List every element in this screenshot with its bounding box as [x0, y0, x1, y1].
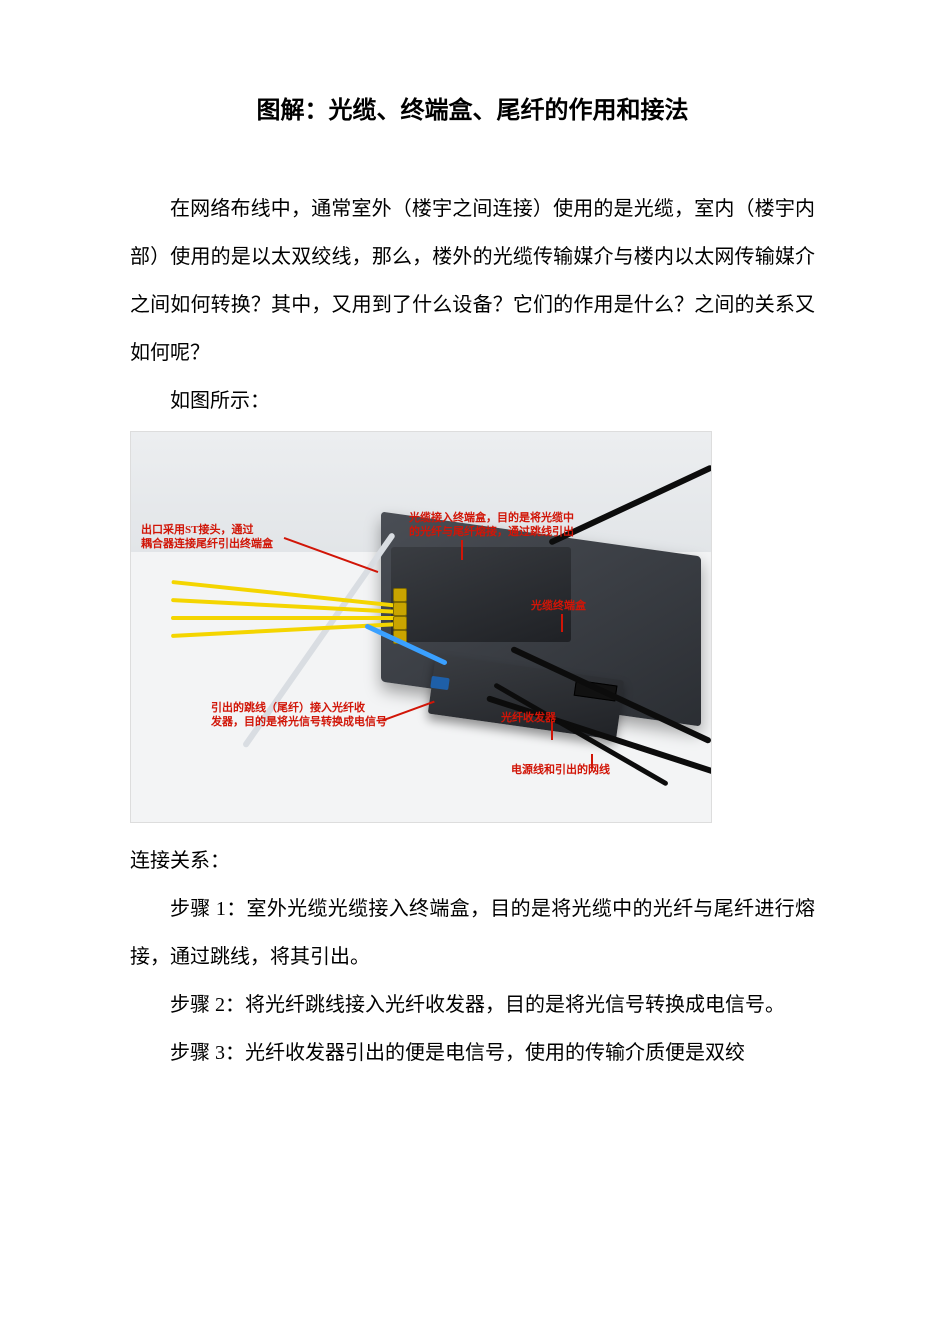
pigtail-cable: [171, 616, 401, 620]
st-connector: [393, 616, 407, 630]
annotation-arrow: [551, 722, 553, 740]
annotation-arrow: [382, 701, 434, 722]
annotation-arrow: [591, 754, 593, 768]
annotation-arrow: [461, 540, 463, 560]
document-page: 图解：光缆、终端盒、尾纤的作用和接法 在网络布线中，通常室外（楼宇之间连接）使用…: [0, 0, 945, 1137]
intro-paragraph: 在网络布线中，通常室外（楼宇之间连接）使用的是光缆，室内（楼宇内部）使用的是以太…: [130, 185, 815, 377]
see-figure-line: 如图所示：: [130, 377, 815, 425]
wiring-figure: 出口采用ST接头，通过 耦合器连接尾纤引出终端盒 光缆接入终端盒，目的是将光缆中…: [130, 431, 712, 823]
annotation-arrow: [561, 614, 563, 632]
fiber-terminal-box: [391, 547, 571, 642]
step-2: 步骤 2：将光纤跳线接入光纤收发器，目的是将光信号转换成电信号。: [130, 981, 815, 1029]
utp-cable: [242, 532, 396, 748]
st-connector: [393, 588, 407, 602]
step-1: 步骤 1：室外光缆光缆接入终端盒，目的是将光缆中的光纤与尾纤进行熔接，通过跳线，…: [130, 885, 815, 981]
sc-connector: [430, 676, 449, 690]
page-title: 图解：光缆、终端盒、尾纤的作用和接法: [130, 90, 815, 125]
step-3: 步骤 3：光纤收发器引出的便是电信号，使用的传输介质便是双绞: [130, 1029, 815, 1077]
relation-heading: 连接关系：: [130, 837, 815, 885]
figure-container: 出口采用ST接头，通过 耦合器连接尾纤引出终端盒 光缆接入终端盒，目的是将光缆中…: [130, 431, 815, 823]
st-connector: [393, 602, 407, 616]
